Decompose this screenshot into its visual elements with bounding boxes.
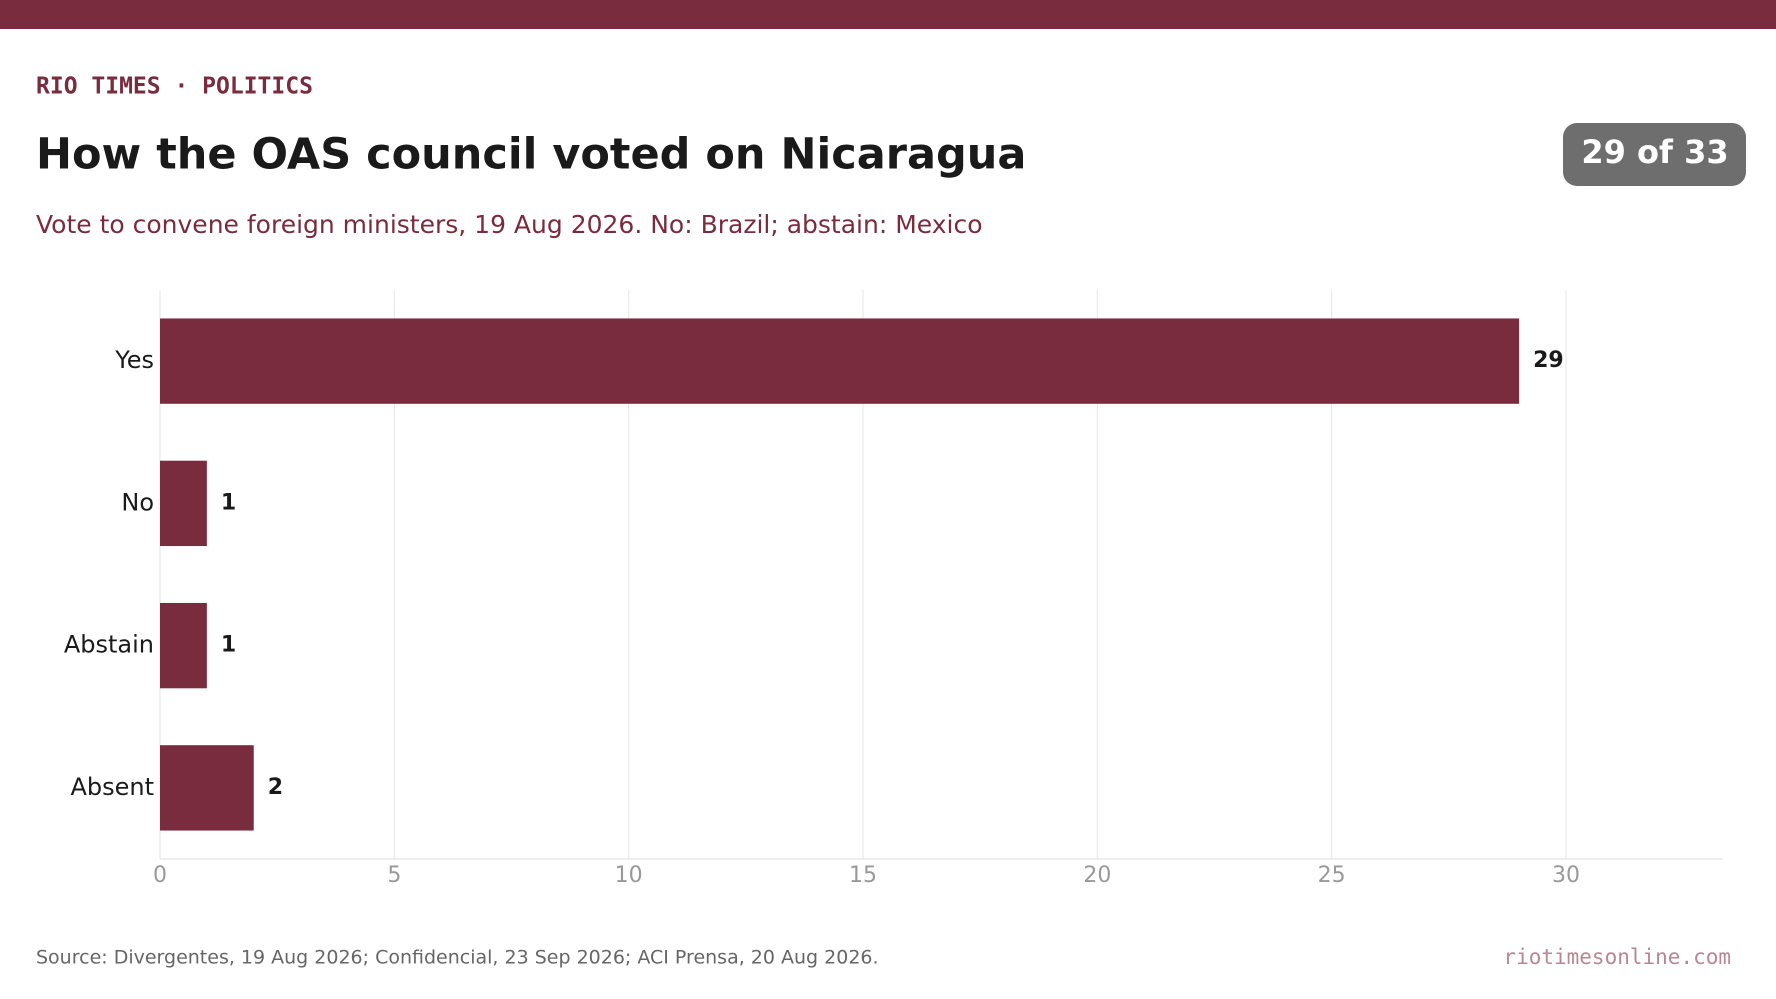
x-tick-label: 20 [1083, 863, 1111, 888]
y-tick-label: Absent [70, 773, 154, 801]
y-tick-label: No [121, 488, 154, 516]
x-tick-label: 25 [1318, 863, 1346, 888]
plot: 0 5 10 15 20 25 30 Yes 29 No 1 Abstain 1 Absent 2 [64, 290, 1723, 888]
value-label: 1 [221, 633, 236, 658]
x-tick-label: 15 [849, 863, 877, 888]
source: Source: Divergentes, 19 Aug 2026; Confid… [36, 947, 879, 969]
kicker: RIO TIMES · POLITICS [36, 74, 313, 100]
bar [160, 745, 254, 831]
x-tick-label: 10 [615, 863, 643, 888]
value-label: 2 [268, 775, 283, 800]
x-tick-label: 5 [387, 863, 401, 888]
x-tick-label: 30 [1552, 863, 1580, 888]
bar [160, 318, 1520, 404]
value-label: 1 [221, 490, 236, 515]
badge-text: 29 of 33 [1581, 133, 1728, 171]
top-bar [0, 0, 1776, 29]
bar [160, 602, 207, 689]
chart-title: How the OAS council voted on Nicaragua [36, 130, 1026, 180]
x-tick-label: 0 [153, 863, 167, 888]
badge [1563, 123, 1746, 186]
subtitle: Vote to convene foreign ministers, 19 Au… [36, 210, 983, 239]
value-label: 29 [1533, 348, 1564, 373]
bar [160, 460, 207, 547]
site: riotimesonline.com [1503, 945, 1731, 969]
y-tick-label: Abstain [64, 631, 154, 659]
y-tick-label: Yes [114, 346, 154, 374]
